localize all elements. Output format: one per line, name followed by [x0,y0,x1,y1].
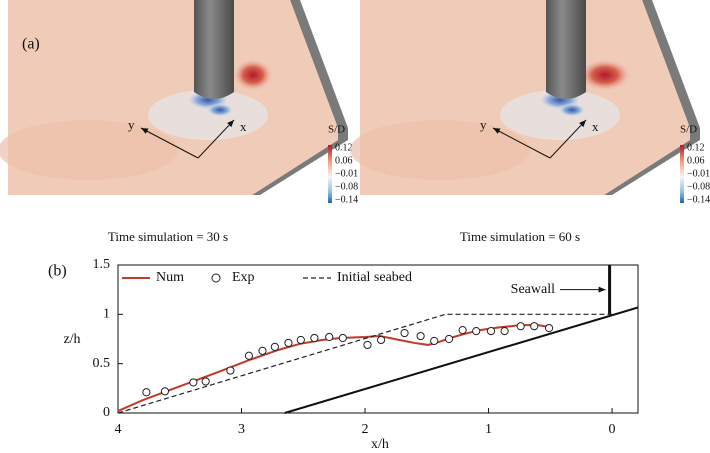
data-point [160,387,170,396]
data-point [189,378,198,387]
x-tick-label: 2 [362,422,369,437]
y-tick-label: 0 [103,405,110,420]
panel-label: (a) [22,36,40,53]
axis-arrow [492,127,551,159]
seabed-edge [252,0,348,195]
y-tick-label: 1 [103,307,110,322]
y-tick-label: 0.5 [93,356,111,371]
data-point [544,324,554,333]
x-tick-label: 3 [238,422,245,437]
colorbar-title: S/D [328,124,345,136]
legend-marker [211,273,221,283]
y-axis-label: z/h [63,332,80,347]
dashed-line [117,313,613,414]
data-point [444,334,454,344]
axis-arrow [197,119,235,159]
colorbar-tick-label: 0.06 [687,155,705,166]
scour-pattern [500,90,620,140]
seabed-edge [604,0,700,195]
x-tick-label: 1 [485,422,492,437]
deposition [579,59,631,91]
axis-name: x [592,119,599,134]
x-tick-label: 0 [609,422,616,437]
data-point [516,322,525,331]
data-point [325,332,334,342]
legend-label: Num [156,270,184,285]
colorbar-title: S/D [680,124,697,136]
deposition [233,59,273,91]
revetment [284,306,639,414]
monopile [546,0,586,99]
data-point [284,338,293,348]
data-point [400,328,409,338]
data-point [201,377,210,386]
colorbar-tick-label: 0.12 [687,142,705,153]
data-point [270,342,279,351]
annotation: Seawall [511,282,555,297]
data-point [416,331,425,341]
scour-pattern [0,120,178,180]
colorbar-tick-label: −0.01 [687,168,710,179]
colorbar-tick-label: 0.12 [335,142,353,153]
scour-pattern [350,120,530,180]
axis-name: y [128,117,135,132]
seabed-view: y x S/D 0.12 0.06 −0.01 −0.08 −0.14 Time simulat… [350,0,710,244]
data-point [244,351,254,360]
legend-label: Exp [232,270,255,285]
data-point [296,335,305,345]
colorbar-tick-label: −0.08 [687,181,710,192]
data-point [226,366,235,375]
colorbar-tick-label: −0.14 [335,194,358,205]
data-point [376,335,386,345]
caption: Time simulation = 30 s [108,229,228,244]
scour [558,103,586,117]
axis-arrow [140,127,199,159]
monopile [194,0,234,99]
x-tick-label: 4 [115,422,122,437]
legend-label: Initial seabed [337,270,412,285]
data-point [500,327,509,336]
colorbar [680,145,684,203]
axis-name: x [240,119,247,134]
data-point [363,340,372,350]
colorbar [328,145,332,203]
plot-frame [117,264,639,414]
data-point [338,333,347,343]
data-point [472,327,481,336]
data-point [310,333,319,343]
axis-arrow [549,119,587,159]
data-point [530,322,539,331]
colorbar-tick-label: −0.01 [335,168,358,179]
colorbar-tick-label: −0.14 [687,194,710,205]
data-point [142,388,151,397]
colorbar-tick-label: −0.08 [335,181,358,192]
data-point [430,336,439,346]
scour-pattern [148,90,268,140]
y-tick-label: 1.5 [93,257,111,272]
seabed-view: y x S/D 0.12 0.06 −0.01 −0.08 −0.14 Time simulat… [0,0,358,244]
scour [206,103,234,117]
colorbar-tick-label: 0.06 [335,155,353,166]
x-axis-label: x/h [371,437,389,452]
data-point [258,346,267,355]
axis-name: y [480,117,487,132]
data-point [486,327,496,336]
caption: Time simulation = 60 s [460,229,580,244]
panel-label: (b) [48,263,67,280]
data-point [458,326,467,335]
